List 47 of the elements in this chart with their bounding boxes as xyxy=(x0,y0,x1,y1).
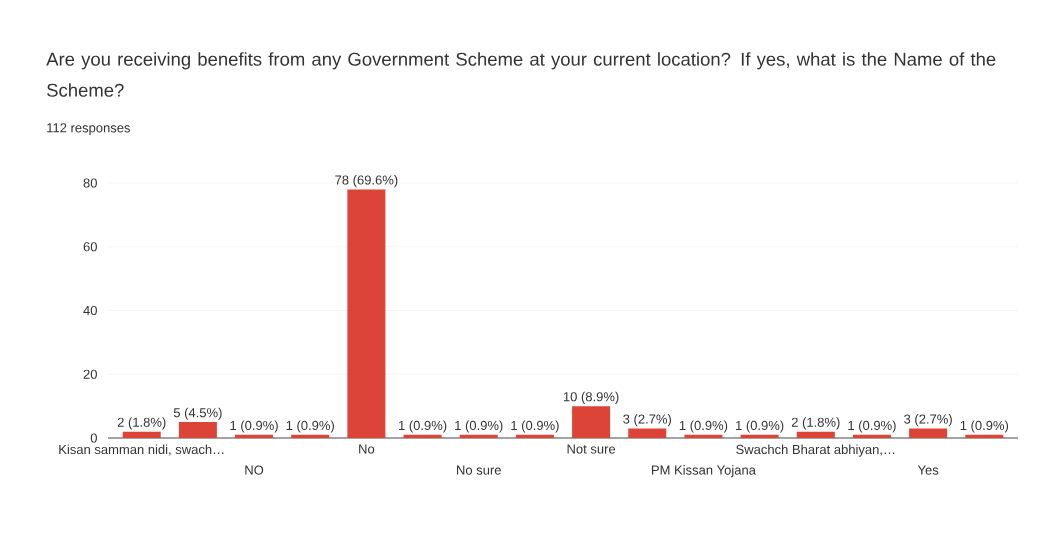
data-label: 3 (2.7%) xyxy=(904,414,952,427)
chart-subtitle: 112 responses xyxy=(47,123,131,135)
bar xyxy=(459,434,498,438)
x-tick-label: Yes xyxy=(917,465,939,475)
bar xyxy=(122,431,161,438)
data-label: 1 (0.9%) xyxy=(286,420,334,433)
bar xyxy=(965,434,1004,438)
data-label: 1 (0.9%) xyxy=(960,420,1009,433)
y-tick-label: 20 xyxy=(83,369,97,379)
bar xyxy=(852,434,891,438)
y-tick-label: 60 xyxy=(83,242,97,252)
x-tick-label: Swachch Bharat abhiyan,… xyxy=(736,444,895,457)
bar xyxy=(178,422,217,438)
bar xyxy=(347,189,386,438)
bar xyxy=(291,434,330,438)
data-label: 1 (0.9%) xyxy=(679,420,728,433)
data-label: 1 (0.9%) xyxy=(511,420,559,433)
data-label: 10 (8.9%) xyxy=(563,391,619,404)
bar xyxy=(684,434,723,438)
x-tick-label: No sure xyxy=(457,465,501,475)
data-label: 1 (0.9%) xyxy=(230,420,278,433)
bar xyxy=(515,434,554,438)
bar xyxy=(740,434,779,438)
data-label: 5 (4.5%) xyxy=(173,407,222,420)
data-label: 2 (1.8%) xyxy=(791,417,840,430)
x-tick-label: No xyxy=(359,444,375,454)
x-tick-label: NO xyxy=(245,465,264,475)
bar xyxy=(572,406,611,438)
data-label: 1 (0.9%) xyxy=(455,420,503,433)
data-label: 2 (1.8%) xyxy=(117,417,166,430)
data-label: 1 (0.9%) xyxy=(736,420,784,433)
bar xyxy=(909,428,948,438)
y-tick-label: 40 xyxy=(83,305,97,316)
data-label: 78 (69.6%) xyxy=(335,175,398,188)
data-label: 1 (0.9%) xyxy=(398,420,447,433)
y-tick-label: 80 xyxy=(83,178,97,188)
chart-title: Are you receiving benefits from any Government Scheme at your current location? If yes, what is the Name of the Scheme? xyxy=(46,52,996,97)
data-label: 3 (2.7%) xyxy=(623,414,671,427)
y-tick-label: 0 xyxy=(90,433,97,443)
data-label: 1 (0.9%) xyxy=(848,420,896,433)
bar xyxy=(403,434,442,438)
x-tick-label: Kisan samman nidi, swach… xyxy=(59,444,224,456)
bar xyxy=(235,434,274,438)
x-tick-label: Not sure xyxy=(567,444,616,454)
x-tick-label: PM Kissan Yojana xyxy=(651,465,756,478)
bar xyxy=(628,428,667,438)
bar xyxy=(796,431,835,438)
